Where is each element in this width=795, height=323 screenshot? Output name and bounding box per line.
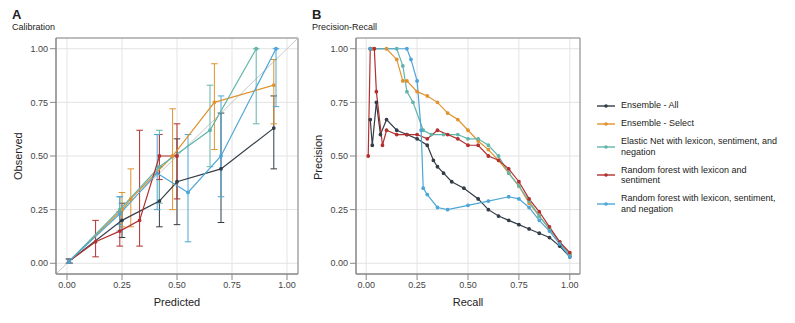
svg-text:1.00: 1.00 [330,44,348,54]
svg-text:0.75: 0.75 [30,98,48,108]
svg-text:0.00: 0.00 [330,258,348,268]
svg-text:0.00: 0.00 [357,280,375,290]
html-text:Calibration: Calibration [12,22,55,32]
html-text:Random forest with lexicon, se: Random forest with lexicon, sentiment, a… [621,193,776,214]
html-text:Random forest with lexicon and: Random forest with lexicon and sentiment [621,164,747,186]
html-text:Ensemble - All: Ensemble - All [621,100,679,111]
html-text:Elastic Net with lexicon, sent: Elastic Net with lexicon, sentiment, and… [621,135,778,157]
html-text:Ensemble - Select: Ensemble - Select [621,118,694,129]
svg-text:Precision: Precision [312,135,324,180]
html-text:B: B [312,7,322,22]
svg-text:Observed: Observed [12,132,24,180]
svg-text:1.00: 1.00 [30,44,48,54]
svg-text:0.50: 0.50 [330,151,348,161]
svg-text:0.00: 0.00 [30,258,48,268]
svg-text:0.50: 0.50 [30,151,48,161]
svg-text:0.25: 0.25 [330,205,348,215]
svg-text:0.50: 0.50 [168,280,186,290]
svg-text:0.75: 0.75 [330,98,348,108]
html-text:A: A [12,7,22,22]
html-text:Precision-Recall: Precision-Recall [312,22,377,32]
svg-text:0.50: 0.50 [459,280,477,290]
svg-text:0.25: 0.25 [30,205,48,215]
svg-text:Recall: Recall [453,296,484,308]
svg-text:0.25: 0.25 [113,280,131,290]
svg-text:1.00: 1.00 [561,280,579,290]
svg-text:0.25: 0.25 [408,280,426,290]
svg-text:0.75: 0.75 [510,280,528,290]
svg-text:0.00: 0.00 [58,280,76,290]
svg-text:Predicted: Predicted [154,296,200,308]
svg-text:1.00: 1.00 [278,280,296,290]
svg-text:0.75: 0.75 [223,280,241,290]
